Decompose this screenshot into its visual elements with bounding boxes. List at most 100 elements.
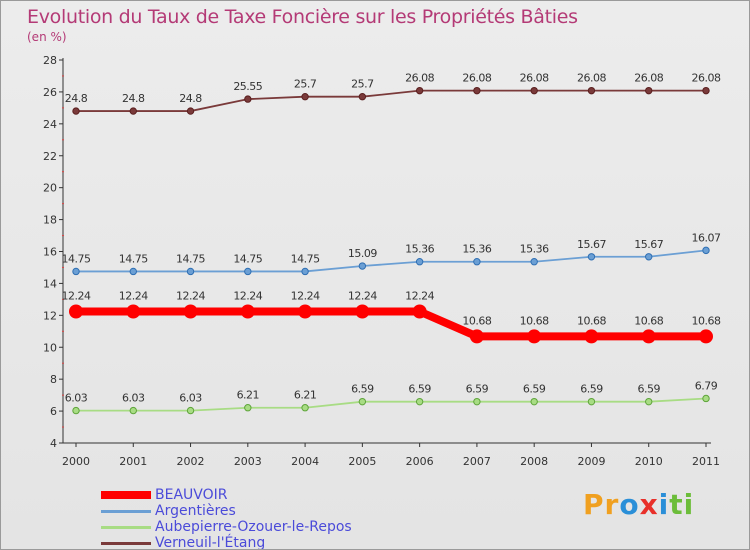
y-tick-label: 12 bbox=[43, 309, 57, 322]
data-point bbox=[530, 86, 538, 95]
data-point bbox=[72, 267, 80, 276]
data-label: 12.24 bbox=[405, 290, 434, 303]
data-point bbox=[183, 304, 198, 319]
data-label: 15.36 bbox=[405, 243, 434, 256]
data-label: 10.68 bbox=[692, 314, 721, 327]
data-label: 12.24 bbox=[176, 290, 205, 303]
data-label: 6.21 bbox=[294, 389, 317, 402]
data-label: 26.08 bbox=[405, 72, 434, 85]
data-label: 10.68 bbox=[520, 314, 549, 327]
data-label: 6.59 bbox=[466, 383, 489, 396]
data-point bbox=[702, 86, 710, 95]
data-label: 6.03 bbox=[65, 392, 88, 405]
data-label: 12.24 bbox=[62, 290, 91, 303]
y-tick-label: 6 bbox=[50, 405, 57, 418]
x-tick-label: 2009 bbox=[577, 455, 605, 468]
data-point bbox=[415, 86, 424, 95]
data-label: 14.75 bbox=[62, 252, 91, 265]
legend-swatch bbox=[101, 491, 151, 499]
legend-swatch bbox=[101, 510, 151, 513]
x-tick-label: 2002 bbox=[177, 455, 205, 468]
data-label: 12.24 bbox=[233, 290, 262, 303]
data-label: 14.75 bbox=[233, 252, 262, 265]
data-point bbox=[186, 267, 195, 276]
data-label: 14.75 bbox=[176, 252, 205, 265]
unit-label: (en %) bbox=[27, 30, 67, 44]
data-point bbox=[186, 107, 195, 115]
series-line bbox=[76, 307, 706, 341]
data-point bbox=[645, 397, 653, 406]
data-label: 26.08 bbox=[692, 72, 721, 85]
data-label: 15.09 bbox=[348, 247, 377, 260]
data-label: 10.68 bbox=[462, 314, 491, 327]
data-label: 26.08 bbox=[520, 72, 549, 85]
logo-letter: i bbox=[683, 488, 695, 521]
data-point bbox=[645, 253, 653, 261]
data-point bbox=[415, 397, 424, 406]
data-point bbox=[244, 267, 252, 276]
data-point bbox=[469, 329, 484, 344]
data-point bbox=[587, 86, 596, 95]
y-tick-label: 10 bbox=[43, 341, 57, 354]
proxiti-logo: Proxiti bbox=[583, 488, 694, 521]
data-label: 24.8 bbox=[122, 92, 145, 105]
data-label: 25.7 bbox=[294, 78, 317, 91]
legend-label: BEAUVOIR bbox=[155, 487, 228, 503]
data-label: 15.67 bbox=[634, 238, 663, 251]
data-point bbox=[126, 304, 141, 319]
chart-title: Evolution du Taux de Taxe Foncière sur l… bbox=[27, 6, 578, 28]
data-point bbox=[412, 304, 427, 319]
legend-label: Verneuil-l'Étang bbox=[155, 535, 266, 550]
y-tick-label: 22 bbox=[43, 150, 57, 163]
data-label: 6.59 bbox=[580, 383, 603, 396]
y-tick-label: 26 bbox=[43, 86, 57, 99]
y-tick-label: 28 bbox=[43, 54, 57, 67]
data-point bbox=[358, 397, 367, 406]
data-label: 26.08 bbox=[634, 72, 663, 85]
data-label: 26.08 bbox=[577, 72, 606, 85]
data-label: 25.7 bbox=[351, 78, 374, 91]
data-label: 12.24 bbox=[348, 290, 377, 303]
x-tick-label: 2006 bbox=[406, 455, 434, 468]
data-point bbox=[358, 93, 367, 101]
data-point bbox=[473, 86, 481, 95]
data-label: 24.8 bbox=[65, 92, 88, 105]
x-tick-label: 2008 bbox=[520, 455, 548, 468]
logo-letter: i bbox=[658, 488, 670, 521]
data-label: 10.68 bbox=[634, 314, 663, 327]
y-tick-label: 4 bbox=[50, 437, 57, 450]
logo-letter: o bbox=[619, 488, 640, 521]
data-point bbox=[587, 253, 596, 261]
series-line bbox=[76, 89, 706, 112]
logo-letter: x bbox=[639, 488, 659, 521]
x-tick-label: 2007 bbox=[463, 455, 491, 468]
data-label: 6.79 bbox=[695, 379, 718, 392]
data-point bbox=[473, 397, 481, 406]
logo-letter: P bbox=[583, 488, 605, 521]
data-label: 6.59 bbox=[351, 383, 374, 396]
series-line bbox=[76, 397, 707, 412]
y-tick-label: 20 bbox=[43, 182, 57, 195]
y-tick-label: 16 bbox=[43, 246, 57, 259]
data-point bbox=[301, 93, 309, 101]
data-label: 6.59 bbox=[523, 383, 546, 396]
x-tick-label: 2004 bbox=[291, 455, 319, 468]
data-point bbox=[641, 329, 656, 344]
data-point bbox=[530, 258, 538, 266]
data-label: 15.36 bbox=[520, 243, 549, 256]
x-tick-label: 2003 bbox=[234, 455, 262, 468]
y-tick-label: 24 bbox=[43, 118, 57, 131]
legend-swatch bbox=[101, 542, 151, 545]
logo-letter: r bbox=[604, 488, 620, 521]
data-point bbox=[301, 267, 309, 276]
data-point bbox=[72, 406, 80, 415]
data-point bbox=[129, 406, 137, 415]
data-point bbox=[527, 329, 542, 344]
x-tick-label: 2011 bbox=[692, 455, 720, 468]
legend-label: Argentières bbox=[155, 503, 236, 519]
legend-label: Aubepierre-Ozouer-le-Repos bbox=[155, 519, 352, 535]
data-label: 6.03 bbox=[122, 392, 145, 405]
data-label: 16.07 bbox=[692, 231, 721, 244]
data-label: 25.55 bbox=[233, 80, 262, 93]
